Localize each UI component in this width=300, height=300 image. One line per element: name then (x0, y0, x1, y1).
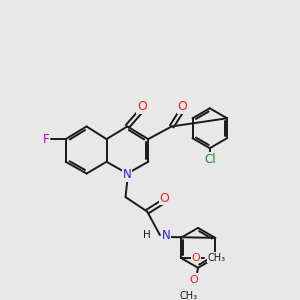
Text: F: F (43, 133, 49, 146)
Text: CH₃: CH₃ (180, 291, 198, 300)
Text: N: N (123, 168, 132, 181)
Text: O: O (137, 100, 147, 113)
Text: N: N (162, 229, 170, 242)
Text: H: H (143, 230, 151, 240)
Text: CH₃: CH₃ (208, 253, 226, 263)
Text: O: O (178, 100, 188, 113)
Text: O: O (160, 191, 170, 205)
Text: O: O (192, 253, 200, 263)
Text: Cl: Cl (204, 152, 216, 166)
Text: O: O (189, 275, 198, 286)
